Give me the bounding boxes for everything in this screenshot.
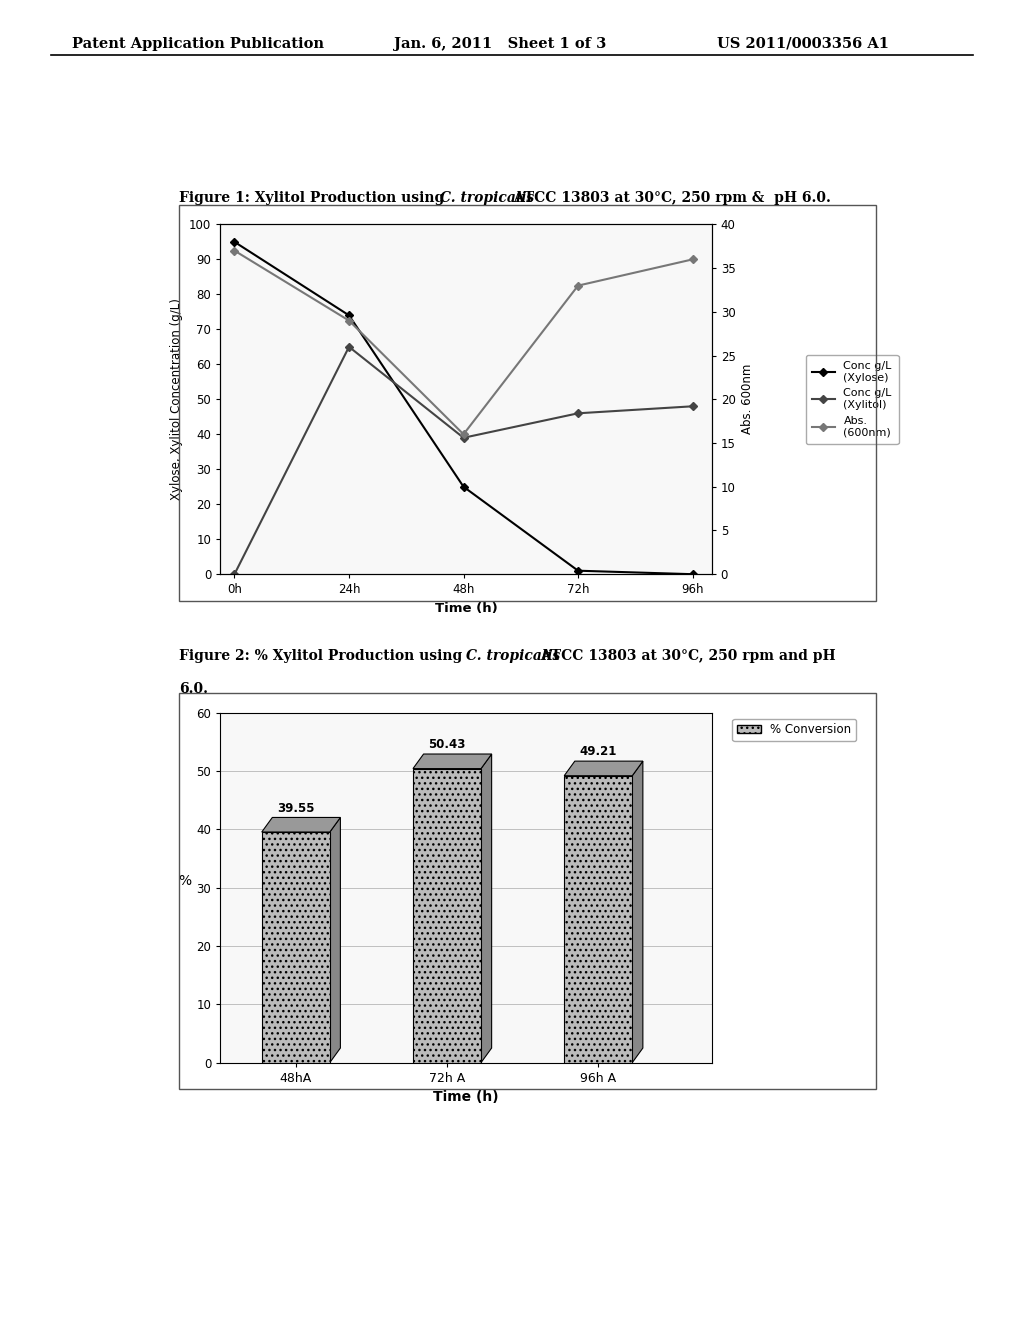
Text: 50.43: 50.43 [428,738,466,751]
Text: 6.0.: 6.0. [179,682,208,697]
Legend: Conc g/L
(Xylose), Conc g/L
(Xylitol), Abs.
(600nm): Conc g/L (Xylose), Conc g/L (Xylitol), A… [806,355,898,444]
Conc g/L
(Xylose) [572,562,585,578]
Abs.
(600nm) [686,252,698,268]
Abs.
(600nm) [228,243,241,259]
Y-axis label: Abs. 600nm: Abs. 600nm [741,364,754,434]
Legend: % Conversion: % Conversion [732,718,856,741]
Bar [262,832,330,1063]
Text: C. tropicalis: C. tropicalis [440,191,535,206]
Conc g/L
(Xylitol) [228,566,241,582]
Polygon shape [481,754,492,1063]
Polygon shape [413,754,492,768]
Conc g/L
(Xylose) [228,234,241,249]
Bar [564,776,632,1063]
Line: Abs.
(600nm): Abs. (600nm) [231,248,695,437]
Polygon shape [632,762,643,1063]
Text: Patent Application Publication: Patent Application Publication [72,37,324,51]
Bar [413,768,481,1063]
Conc g/L
(Xylitol) [343,339,355,355]
Conc g/L
(Xylitol) [458,430,470,446]
X-axis label: Time (h): Time (h) [434,602,498,615]
Y-axis label: %: % [178,874,191,887]
Text: ATCC 13803 at 30°C, 250 rpm and pH: ATCC 13803 at 30°C, 250 rpm and pH [536,649,836,664]
Line: Conc g/L
(Xylitol): Conc g/L (Xylitol) [231,345,695,577]
X-axis label: Time (h): Time (h) [433,1090,499,1105]
Abs.
(600nm) [343,313,355,329]
Text: C. tropicalis: C. tropicalis [466,649,560,664]
Conc g/L
(Xylose) [343,308,355,323]
Abs.
(600nm) [458,426,470,442]
Line: Conc g/L
(Xylose): Conc g/L (Xylose) [231,239,695,577]
Text: Figure 2: % Xylitol Production using: Figure 2: % Xylitol Production using [179,649,467,664]
Text: 49.21: 49.21 [580,746,616,758]
Conc g/L
(Xylose) [686,566,698,582]
Polygon shape [564,762,643,776]
Text: US 2011/0003356 A1: US 2011/0003356 A1 [717,37,889,51]
Abs.
(600nm) [572,277,585,293]
Y-axis label: Xylose, Xylitol Concentration (g/L): Xylose, Xylitol Concentration (g/L) [170,298,183,500]
Text: Jan. 6, 2011   Sheet 1 of 3: Jan. 6, 2011 Sheet 1 of 3 [394,37,606,51]
Conc g/L
(Xylose) [458,479,470,495]
Conc g/L
(Xylitol) [572,405,585,421]
Text: Figure 1: Xylitol Production using: Figure 1: Xylitol Production using [179,191,450,206]
Conc g/L
(Xylitol) [686,399,698,414]
Text: ATCC 13803 at 30°C, 250 rpm &  pH 6.0.: ATCC 13803 at 30°C, 250 rpm & pH 6.0. [509,191,830,206]
Text: 39.55: 39.55 [278,801,314,814]
Polygon shape [330,817,340,1063]
Polygon shape [262,817,340,832]
